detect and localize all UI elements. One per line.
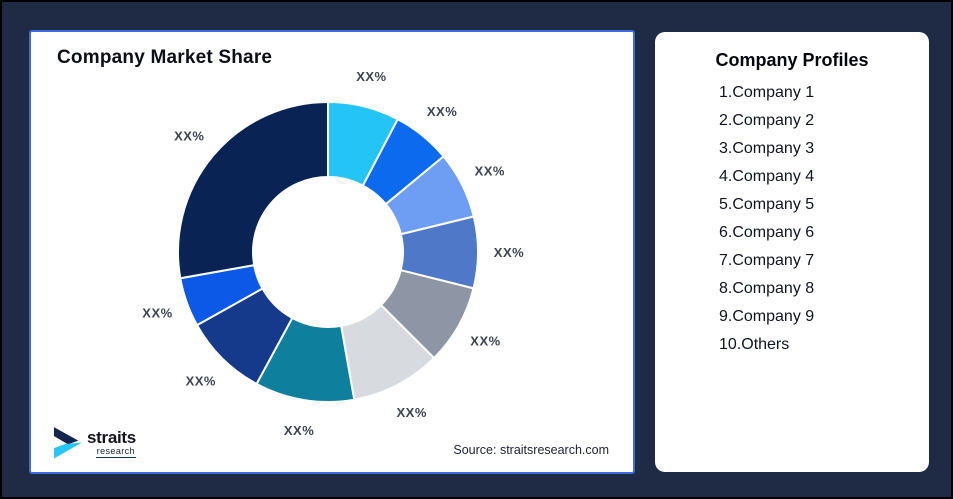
company-profiles-card: Company Profiles 1.Company 1 2.Company 2 3…: [655, 32, 929, 472]
donut-segment-10: [177, 101, 329, 280]
logo-chevron-top: [53, 427, 79, 445]
profiles-title: Company Profiles: [715, 50, 869, 70]
slice-label: XX%: [475, 163, 505, 178]
slice-label: XX%: [427, 104, 457, 119]
slice-label: XX%: [142, 305, 172, 320]
profiles-list: 1.Company 1 2.Company 2 3.Company 3 4.Compa…: [655, 79, 929, 359]
profile-item: 9.Company 9: [719, 308, 815, 325]
slice-label: XX%: [470, 334, 500, 349]
profile-item: 1.Company 1: [719, 84, 815, 101]
profile-item: 5.Company 5: [719, 196, 815, 213]
chart-title: Company Market Share: [57, 47, 273, 68]
slice-label: XX%: [284, 423, 314, 438]
profile-item: 6.Company 6: [719, 224, 815, 241]
slice-label: XX%: [396, 405, 426, 420]
profile-item: 10.Others: [719, 336, 790, 353]
donut-chart: XX% XX% XX% XX% XX% XX% XX% XX% XX% XX%: [142, 69, 524, 438]
source-note: Source: straitsresearch.com: [453, 443, 609, 457]
logo-subtitle: research: [95, 445, 136, 458]
profile-item: 7.Company 7: [719, 252, 815, 269]
profile-item: 4.Company 4: [719, 168, 815, 185]
slice-label: XX%: [356, 69, 386, 84]
logo-chevron-bottom: [53, 442, 83, 459]
profile-item: 8.Company 8: [719, 280, 815, 297]
straits-logo-icon: [53, 427, 83, 459]
logo-name: straits: [87, 427, 136, 447]
market-share-panel: Company Market Share XX% XX% XX% XX% XX% XX% X…: [29, 30, 635, 474]
profile-item: 2.Company 2: [719, 112, 815, 129]
straits-research-logo: straits research: [53, 427, 136, 459]
slice-label: XX%: [186, 373, 216, 388]
logo-text: straits research: [87, 429, 136, 458]
slice-label: XX%: [494, 245, 524, 260]
profile-item: 3.Company 3: [719, 140, 815, 157]
slice-label: XX%: [174, 128, 204, 143]
